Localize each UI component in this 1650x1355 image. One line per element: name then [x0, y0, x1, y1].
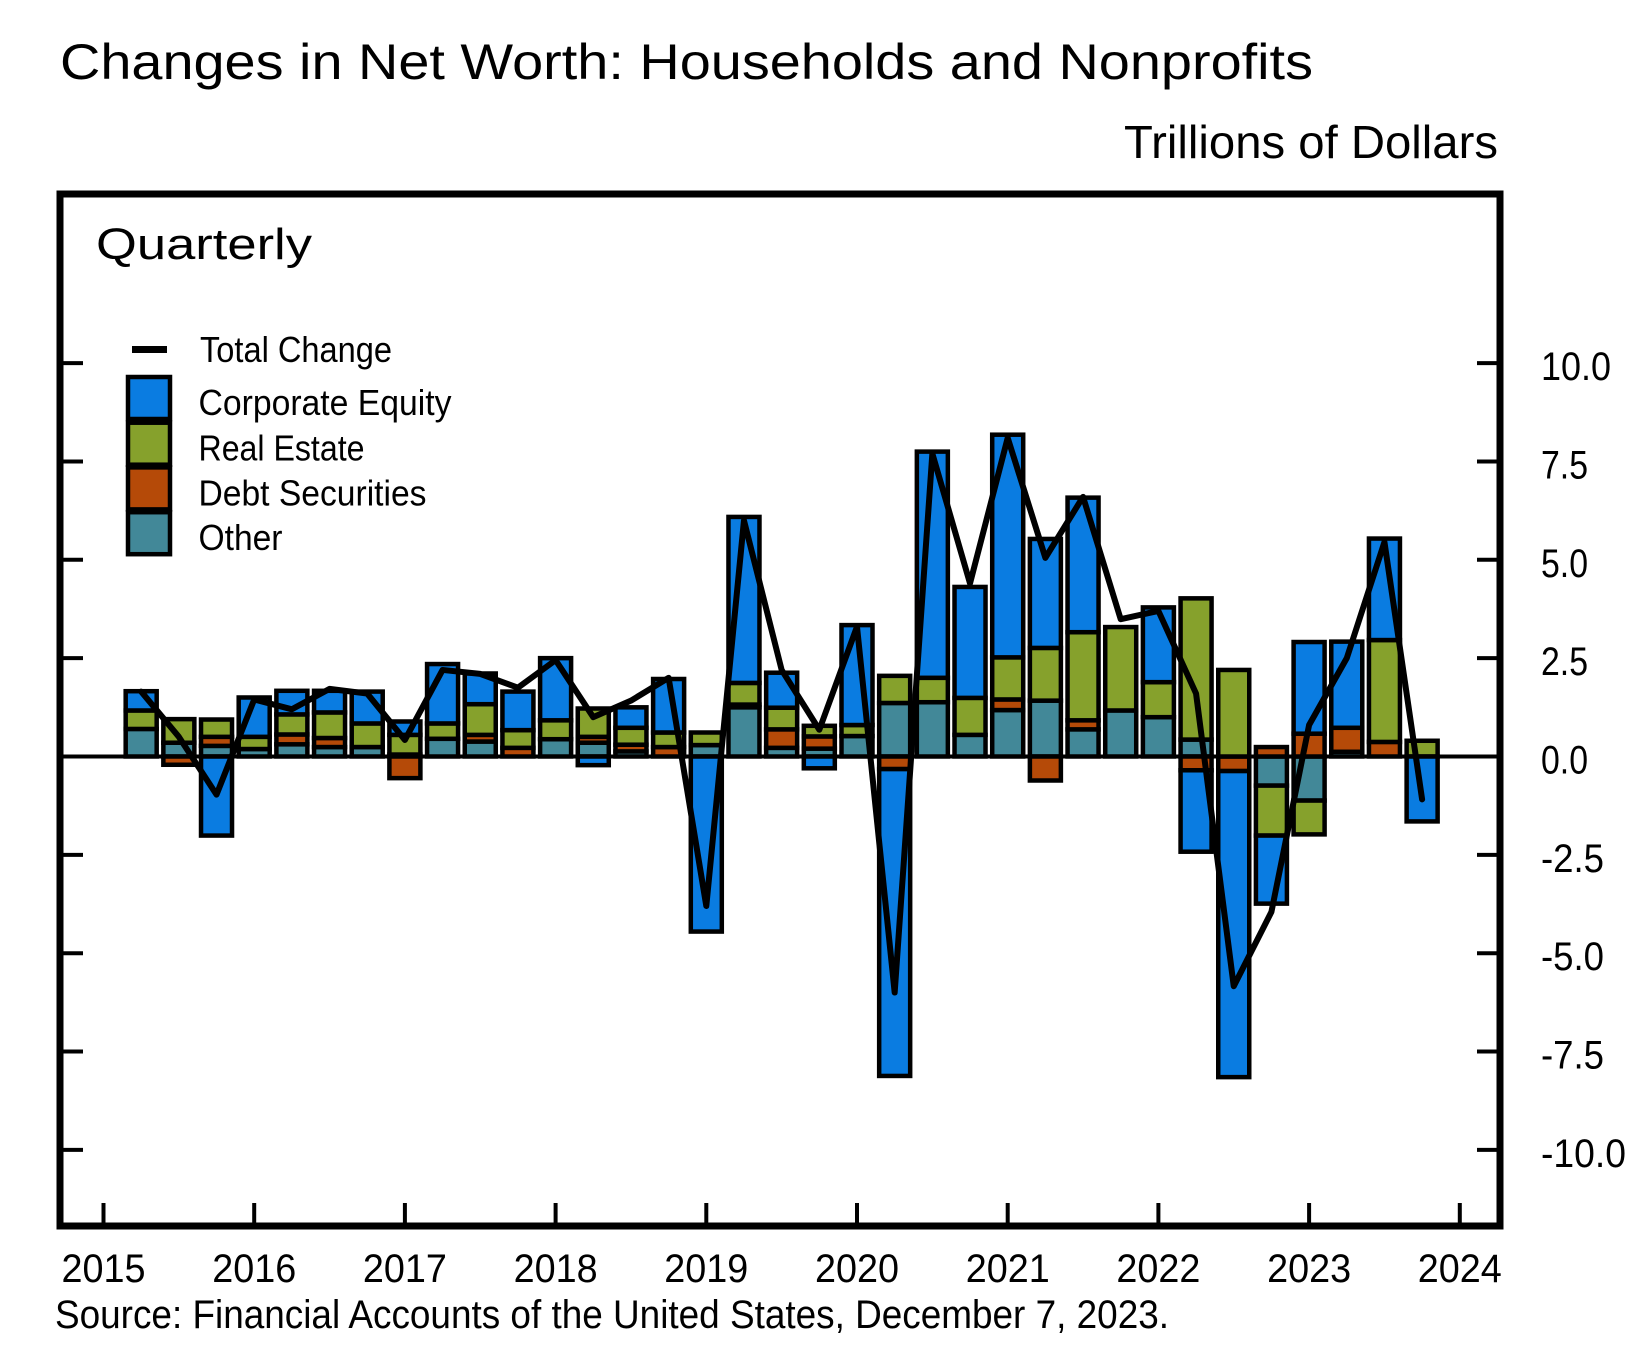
svg-text:Source: Financial Accounts of: Source: Financial Accounts of the United…: [55, 1293, 1169, 1337]
svg-text:-7.5: -7.5: [1541, 1034, 1604, 1078]
svg-text:2016: 2016: [212, 1247, 296, 1291]
svg-text:2019: 2019: [664, 1247, 748, 1291]
svg-text:2021: 2021: [966, 1247, 1050, 1291]
svg-text:2017: 2017: [363, 1247, 447, 1291]
svg-text:Real Estate: Real Estate: [199, 428, 365, 469]
svg-text:2022: 2022: [1116, 1247, 1200, 1291]
svg-text:7.5: 7.5: [1541, 443, 1588, 487]
svg-text:-5.0: -5.0: [1541, 935, 1604, 979]
svg-text:Debt Securities: Debt Securities: [199, 472, 427, 513]
svg-text:Corporate Equity: Corporate Equity: [199, 382, 452, 423]
svg-text:2.5: 2.5: [1541, 640, 1588, 684]
svg-text:Total Change: Total Change: [200, 329, 392, 370]
svg-text:5.0: 5.0: [1541, 542, 1588, 586]
svg-text:2015: 2015: [62, 1247, 146, 1291]
svg-text:0.0: 0.0: [1541, 739, 1588, 783]
svg-text:10.0: 10.0: [1541, 345, 1611, 389]
svg-text:-10.0: -10.0: [1541, 1132, 1626, 1176]
svg-text:2023: 2023: [1267, 1247, 1351, 1291]
svg-text:2020: 2020: [815, 1247, 899, 1291]
svg-text:-2.5: -2.5: [1541, 837, 1604, 881]
svg-text:Changes in Net Worth: Househol: Changes in Net Worth: Households and Non…: [60, 34, 1313, 90]
svg-text:Other: Other: [199, 517, 283, 558]
svg-text:2024: 2024: [1418, 1247, 1502, 1291]
svg-text:Trillions of Dollars: Trillions of Dollars: [1124, 116, 1498, 168]
svg-text:Quarterly: Quarterly: [96, 220, 312, 269]
svg-text:2018: 2018: [514, 1247, 598, 1291]
